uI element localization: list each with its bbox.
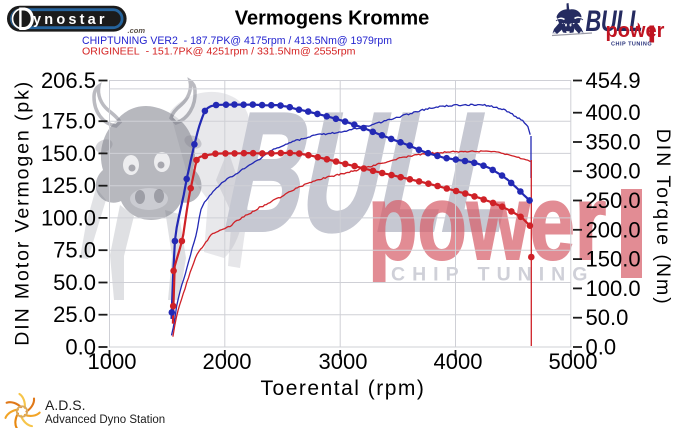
svg-text:175.0: 175.0 <box>41 109 96 134</box>
svg-text:150.0: 150.0 <box>41 141 96 166</box>
svg-text:DIN Torque (Nm): DIN Torque (Nm) <box>652 129 674 306</box>
svg-text:0.0: 0.0 <box>586 335 617 360</box>
svg-text:250.0: 250.0 <box>586 188 641 213</box>
svg-text:4000: 4000 <box>434 349 483 374</box>
svg-text:206.5: 206.5 <box>41 68 96 93</box>
svg-text:BULL: BULL <box>586 6 643 38</box>
svg-text:50.0: 50.0 <box>53 270 96 295</box>
svg-text:150.0: 150.0 <box>586 247 641 272</box>
svg-text:ynostar: ynostar <box>33 12 108 28</box>
svg-text:ORIGINEEL - 151.7PK@ 4251rpm: ORIGINEEL - 151.7PK@ 4251rpm / 331.5Nm@ … <box>82 46 356 57</box>
svg-text:75.0: 75.0 <box>53 238 96 263</box>
svg-text:A.D.S.: A.D.S. <box>45 397 85 413</box>
svg-text:1000: 1000 <box>88 349 137 374</box>
svg-text:100.0: 100.0 <box>586 276 641 301</box>
svg-text:Vermogens Kromme: Vermogens Kromme <box>235 8 430 30</box>
svg-text:100.0: 100.0 <box>41 205 96 230</box>
svg-text:125.0: 125.0 <box>41 173 96 198</box>
svg-text:DIN Motor Vermogen (pk): DIN Motor Vermogen (pk) <box>12 80 34 346</box>
svg-text:5000: 5000 <box>549 349 598 374</box>
svg-text:2000: 2000 <box>203 349 252 374</box>
svg-text:CHIP TUNING: CHIP TUNING <box>611 42 652 48</box>
svg-text:power: power <box>606 20 665 42</box>
svg-text:350.0: 350.0 <box>586 130 641 155</box>
svg-text:power: power <box>368 163 606 283</box>
svg-text:Advanced Dyno Station: Advanced Dyno Station <box>45 414 165 426</box>
svg-text:200.0: 200.0 <box>586 217 641 242</box>
svg-text:3000: 3000 <box>319 349 368 374</box>
svg-text:.com: .com <box>128 26 146 35</box>
svg-text:300.0: 300.0 <box>586 159 641 184</box>
svg-text:Toerental (rpm): Toerental (rpm) <box>261 377 426 400</box>
svg-text:400.0: 400.0 <box>586 100 641 125</box>
svg-text:CHIPTUNING VER2 - 187.7PK@ 41: CHIPTUNING VER2 - 187.7PK@ 4175rpm / 413… <box>82 35 392 47</box>
svg-text:50.0: 50.0 <box>586 305 629 330</box>
svg-text:25.0: 25.0 <box>53 302 96 327</box>
svg-text:CHIP TUNING: CHIP TUNING <box>391 264 594 286</box>
svg-text:0.0: 0.0 <box>65 335 96 360</box>
svg-text:454.9: 454.9 <box>586 68 641 93</box>
